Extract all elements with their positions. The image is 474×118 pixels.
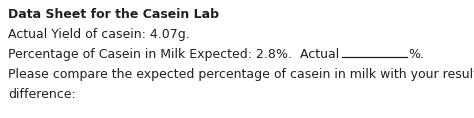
Text: Actual Yield of casein: 4.07g.: Actual Yield of casein: 4.07g.: [8, 28, 190, 41]
Text: difference:: difference:: [8, 88, 76, 101]
Text: Percentage of Casein in Milk Expected: 2.8: Percentage of Casein in Milk Expected: 2…: [8, 48, 276, 61]
Text: %.: %.: [408, 48, 424, 61]
Text: Please compare the expected percentage of casein in milk with your results and b: Please compare the expected percentage o…: [8, 68, 474, 81]
Text: Data Sheet for the Casein Lab: Data Sheet for the Casein Lab: [8, 8, 219, 21]
Text: %.  Actual: %. Actual: [276, 48, 339, 61]
